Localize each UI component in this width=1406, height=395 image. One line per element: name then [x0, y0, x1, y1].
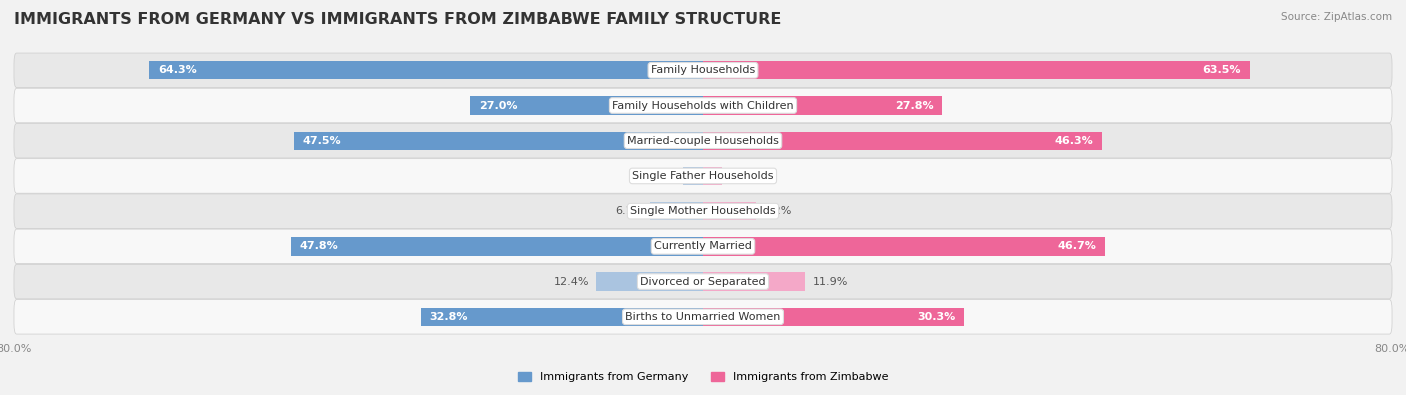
FancyBboxPatch shape: [14, 53, 1392, 88]
Text: 6.2%: 6.2%: [763, 206, 792, 216]
Bar: [596, 273, 703, 291]
Bar: [703, 202, 756, 220]
Text: Married-couple Households: Married-couple Households: [627, 136, 779, 146]
Bar: [149, 61, 703, 79]
Text: Source: ZipAtlas.com: Source: ZipAtlas.com: [1281, 12, 1392, 22]
Bar: [703, 273, 806, 291]
Text: Births to Unmarried Women: Births to Unmarried Women: [626, 312, 780, 322]
Bar: [420, 308, 703, 326]
Text: 32.8%: 32.8%: [429, 312, 468, 322]
Text: 11.9%: 11.9%: [813, 276, 848, 287]
Bar: [703, 237, 1105, 256]
Text: Currently Married: Currently Married: [654, 241, 752, 251]
Bar: [703, 308, 965, 326]
Text: 64.3%: 64.3%: [157, 65, 197, 75]
FancyBboxPatch shape: [14, 264, 1392, 299]
Bar: [294, 132, 703, 150]
FancyBboxPatch shape: [14, 88, 1392, 123]
Bar: [703, 167, 721, 185]
FancyBboxPatch shape: [14, 159, 1392, 193]
Text: 47.8%: 47.8%: [299, 241, 339, 251]
Text: 2.2%: 2.2%: [728, 171, 758, 181]
Text: Family Households with Children: Family Households with Children: [612, 100, 794, 111]
Text: Divorced or Separated: Divorced or Separated: [640, 276, 766, 287]
Text: 30.3%: 30.3%: [917, 312, 955, 322]
Bar: [651, 202, 703, 220]
Bar: [291, 237, 703, 256]
Text: 47.5%: 47.5%: [302, 136, 342, 146]
Text: IMMIGRANTS FROM GERMANY VS IMMIGRANTS FROM ZIMBABWE FAMILY STRUCTURE: IMMIGRANTS FROM GERMANY VS IMMIGRANTS FR…: [14, 12, 782, 27]
Text: 27.8%: 27.8%: [896, 100, 934, 111]
FancyBboxPatch shape: [14, 124, 1392, 158]
Bar: [683, 167, 703, 185]
FancyBboxPatch shape: [14, 194, 1392, 228]
Legend: Immigrants from Germany, Immigrants from Zimbabwe: Immigrants from Germany, Immigrants from…: [513, 368, 893, 387]
Text: 2.3%: 2.3%: [648, 171, 676, 181]
Text: 63.5%: 63.5%: [1202, 65, 1241, 75]
Text: Single Mother Households: Single Mother Households: [630, 206, 776, 216]
Bar: [703, 61, 1250, 79]
Bar: [471, 96, 703, 115]
Text: Family Households: Family Households: [651, 65, 755, 75]
FancyBboxPatch shape: [14, 229, 1392, 263]
Text: 46.7%: 46.7%: [1057, 241, 1097, 251]
Text: 46.3%: 46.3%: [1054, 136, 1092, 146]
Text: 6.1%: 6.1%: [616, 206, 644, 216]
Bar: [703, 132, 1102, 150]
Text: 27.0%: 27.0%: [479, 100, 517, 111]
Text: 12.4%: 12.4%: [554, 276, 589, 287]
Text: Single Father Households: Single Father Households: [633, 171, 773, 181]
Bar: [703, 96, 942, 115]
FancyBboxPatch shape: [14, 299, 1392, 334]
